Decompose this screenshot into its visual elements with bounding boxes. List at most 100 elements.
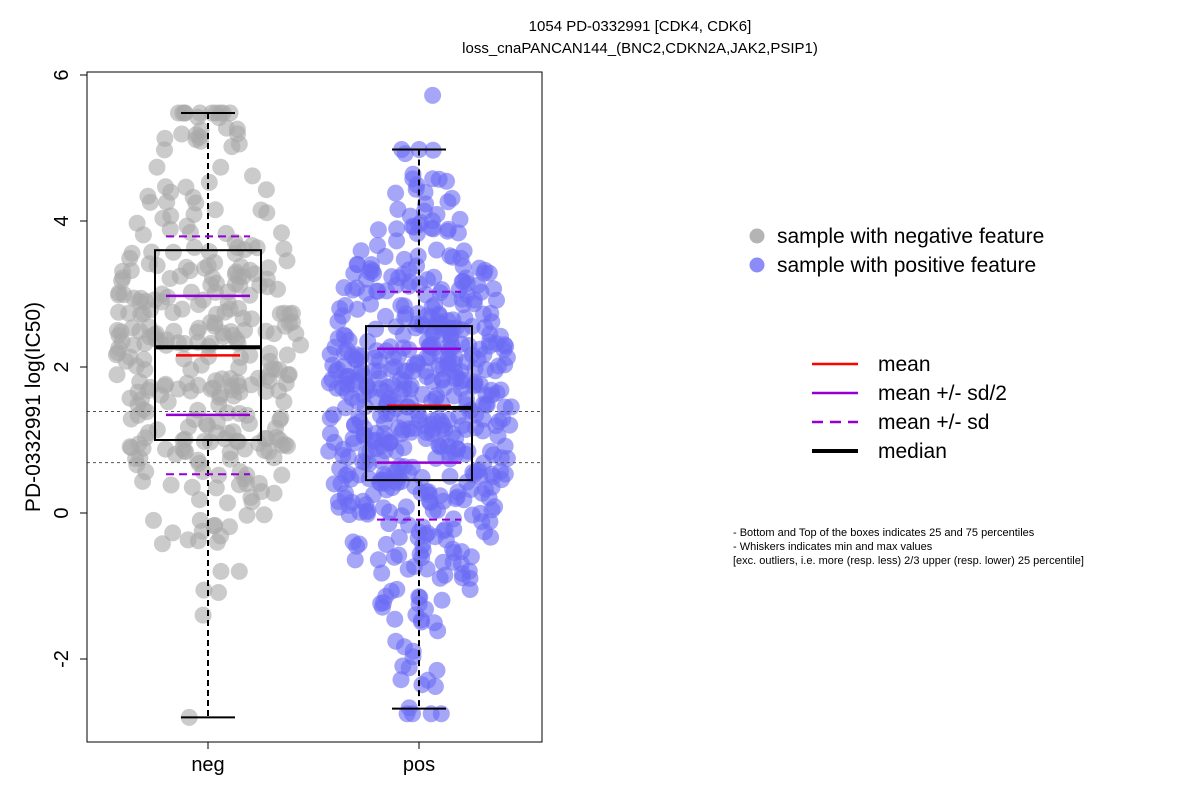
data-point-pos	[359, 333, 377, 350]
y-axis-label: PD-0332991 log(IC50)	[22, 302, 45, 512]
data-point-pos	[373, 564, 391, 582]
data-point-neg	[238, 506, 256, 524]
data-point-pos	[367, 320, 385, 338]
data-point-pos	[433, 370, 451, 388]
data-point-pos	[487, 335, 505, 353]
data-point-neg	[218, 404, 236, 422]
data-point-neg	[175, 350, 193, 368]
data-point-neg	[189, 401, 207, 419]
data-point-neg	[145, 511, 162, 529]
data-point-pos	[387, 276, 405, 294]
data-point-pos	[388, 232, 406, 250]
data-point-neg	[212, 562, 230, 580]
data-point-neg	[136, 429, 154, 447]
data-point-neg	[108, 366, 126, 384]
data-point-neg	[153, 535, 171, 553]
data-point-pos	[390, 528, 408, 546]
data-point-pos	[377, 535, 395, 553]
data-point-pos	[392, 671, 410, 689]
data-point-pos	[444, 248, 462, 266]
data-point-pos	[434, 553, 452, 571]
data-point-pos	[362, 295, 379, 313]
data-point-neg	[164, 243, 182, 261]
data-point-pos	[371, 380, 389, 398]
data-point-neg	[271, 305, 289, 323]
data-point-pos	[369, 221, 387, 239]
data-point-pos	[400, 659, 418, 677]
data-point-pos	[395, 297, 413, 315]
data-point-neg	[129, 383, 147, 401]
y-axis: -2 0 2 4 6	[51, 69, 88, 668]
data-point-pos	[478, 396, 496, 414]
legend-line-label: mean	[878, 353, 931, 376]
data-point-pos	[428, 241, 446, 259]
data-point-neg	[272, 409, 290, 427]
data-point-pos	[329, 361, 347, 378]
data-point-pos	[480, 264, 498, 282]
data-point-pos	[372, 595, 390, 612]
legend-samples: sample with negative feature sample with …	[749, 225, 1044, 277]
data-point-neg	[238, 475, 256, 492]
data-point-neg	[157, 440, 174, 458]
data-point-neg	[210, 584, 227, 601]
data-point-pos	[364, 486, 382, 504]
legend-line-label: mean +/- sd	[878, 411, 989, 434]
data-point-pos	[336, 297, 354, 314]
data-point-neg	[226, 265, 244, 283]
data-point-pos	[488, 291, 505, 309]
note-line: - Bottom and Top of the boxes indicates …	[733, 527, 1035, 539]
data-point-neg	[153, 285, 171, 303]
data-point-neg	[252, 201, 270, 219]
data-point-pos	[431, 346, 449, 364]
data-point-pos	[410, 588, 428, 606]
data-point-neg	[173, 125, 191, 143]
data-point-neg	[131, 449, 149, 467]
data-point-pos	[424, 86, 442, 104]
data-point-neg	[200, 173, 218, 191]
data-point-neg	[215, 328, 232, 345]
data-point-neg	[243, 493, 261, 511]
data-point-pos	[346, 416, 363, 434]
data-point-neg	[191, 491, 208, 509]
data-point-neg	[113, 332, 131, 350]
note-line: [exc. outliers, i.e. more (resp. less) 2…	[733, 555, 1084, 567]
data-point-pos	[490, 357, 507, 375]
data-point-pos	[417, 286, 435, 304]
data-point-pos	[386, 610, 404, 628]
data-point-pos	[443, 189, 461, 207]
box-iqr	[154, 249, 262, 441]
data-point-neg	[177, 178, 195, 196]
data-point-pos	[440, 290, 458, 308]
data-point-pos	[483, 313, 501, 331]
data-point-neg	[110, 286, 127, 304]
data-point-pos	[369, 551, 387, 569]
data-point-neg	[216, 430, 234, 448]
legend-label: sample with positive feature	[777, 254, 1036, 277]
data-point-neg	[183, 478, 201, 496]
data-point-pos	[326, 338, 344, 356]
data-point-neg	[206, 201, 224, 219]
data-point-pos	[395, 458, 413, 476]
data-point-pos	[425, 268, 443, 286]
y-tick-label: -2	[51, 650, 73, 668]
data-point-neg	[244, 167, 261, 185]
data-point-neg	[199, 257, 217, 275]
data-point-pos	[369, 237, 386, 254]
data-point-neg	[122, 410, 140, 428]
data-point-pos	[458, 390, 475, 408]
data-point-pos	[404, 170, 422, 188]
data-point-pos	[417, 423, 435, 441]
data-point-neg	[275, 393, 293, 411]
data-point-pos	[441, 467, 459, 485]
data-point-pos	[326, 433, 343, 451]
data-point-neg	[164, 304, 182, 321]
data-point-pos	[346, 551, 364, 569]
data-point-pos	[454, 371, 472, 389]
data-point-neg	[127, 357, 145, 375]
data-point-pos	[454, 296, 472, 314]
data-point-pos	[440, 444, 458, 462]
data-point-pos	[404, 642, 422, 660]
data-point-neg	[250, 474, 268, 492]
data-point-neg	[190, 319, 208, 337]
